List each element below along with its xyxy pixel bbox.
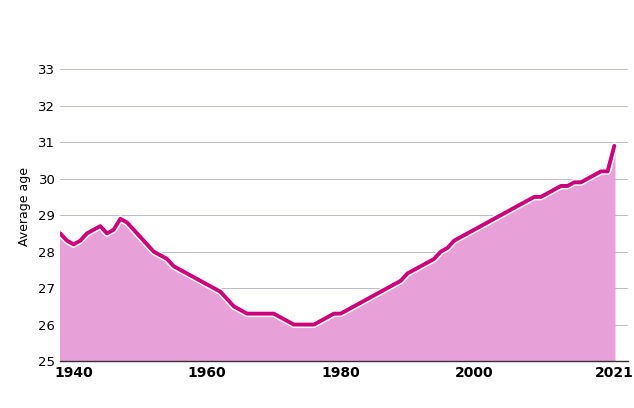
Y-axis label: Average age: Average age	[18, 166, 32, 246]
Text: HOW THE AVERAGE UK MUM HAS GOTTEN OLDER AND OLDER OVER TIME: HOW THE AVERAGE UK MUM HAS GOTTEN OLDER …	[15, 16, 619, 31]
